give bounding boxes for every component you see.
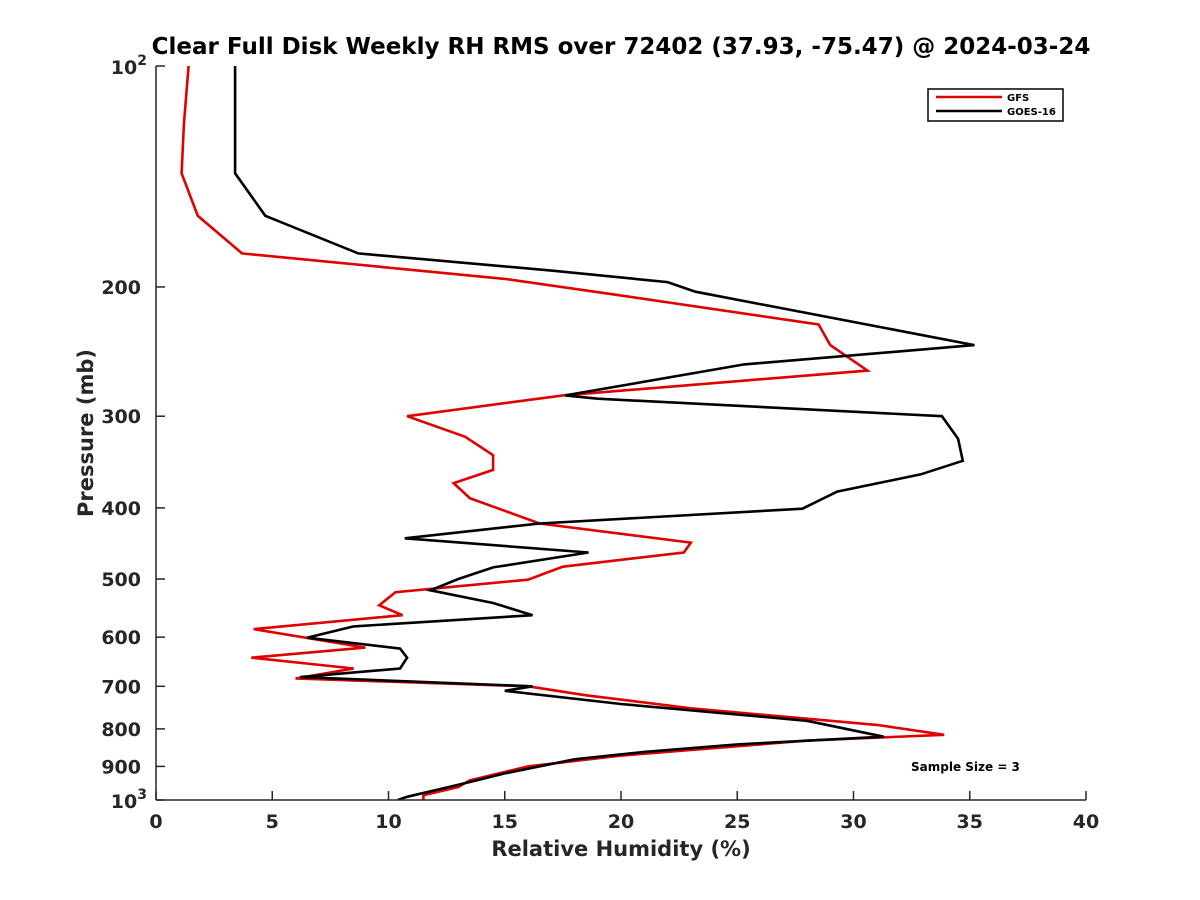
- series-line-goes-16: [233, 66, 975, 800]
- legend: GFS GOES-16: [927, 88, 1064, 122]
- y-tick-label-base: 10: [111, 791, 137, 813]
- sample-size-annotation: Sample Size = 3: [911, 760, 1020, 774]
- x-tick-label: 15: [492, 811, 518, 833]
- x-axis-label: Relative Humidity (%): [491, 837, 750, 861]
- y-tick-label: 500: [101, 569, 141, 591]
- y-tick-label: 600: [101, 627, 141, 649]
- x-tick-label: 40: [1073, 811, 1099, 833]
- y-tick-label: 200: [101, 277, 141, 299]
- y-tick-label-exponent: 3: [137, 787, 147, 803]
- y-tick-label-exponent: 2: [137, 53, 147, 69]
- y-tick-label: 700: [101, 676, 141, 698]
- y-axis-label: Pressure (mb): [74, 349, 98, 517]
- x-tick-label: 25: [724, 811, 750, 833]
- y-tick-label: 800: [101, 719, 141, 741]
- y-tick-label: 900: [101, 756, 141, 778]
- y-tick-label: 300: [101, 406, 141, 428]
- legend-label: GFS: [1007, 93, 1029, 104]
- y-tick-label: 103: [111, 787, 147, 813]
- legend-box: [927, 88, 1064, 122]
- x-tick-label: 0: [149, 811, 162, 833]
- series-line-gfs: [180, 66, 945, 800]
- y-tick-label: 400: [101, 498, 141, 520]
- y-tick-label-base: 10: [111, 57, 137, 79]
- x-tick-label: 20: [608, 811, 634, 833]
- x-tick-label: 10: [375, 811, 401, 833]
- x-tick-label: 35: [957, 811, 983, 833]
- x-tick-label: 5: [266, 811, 279, 833]
- x-tick-label: 30: [840, 811, 866, 833]
- legend-label: GOES-16: [1007, 107, 1056, 118]
- y-tick-label: 102: [111, 53, 147, 79]
- chart-title: Clear Full Disk Weekly RH RMS over 72402…: [152, 34, 1091, 60]
